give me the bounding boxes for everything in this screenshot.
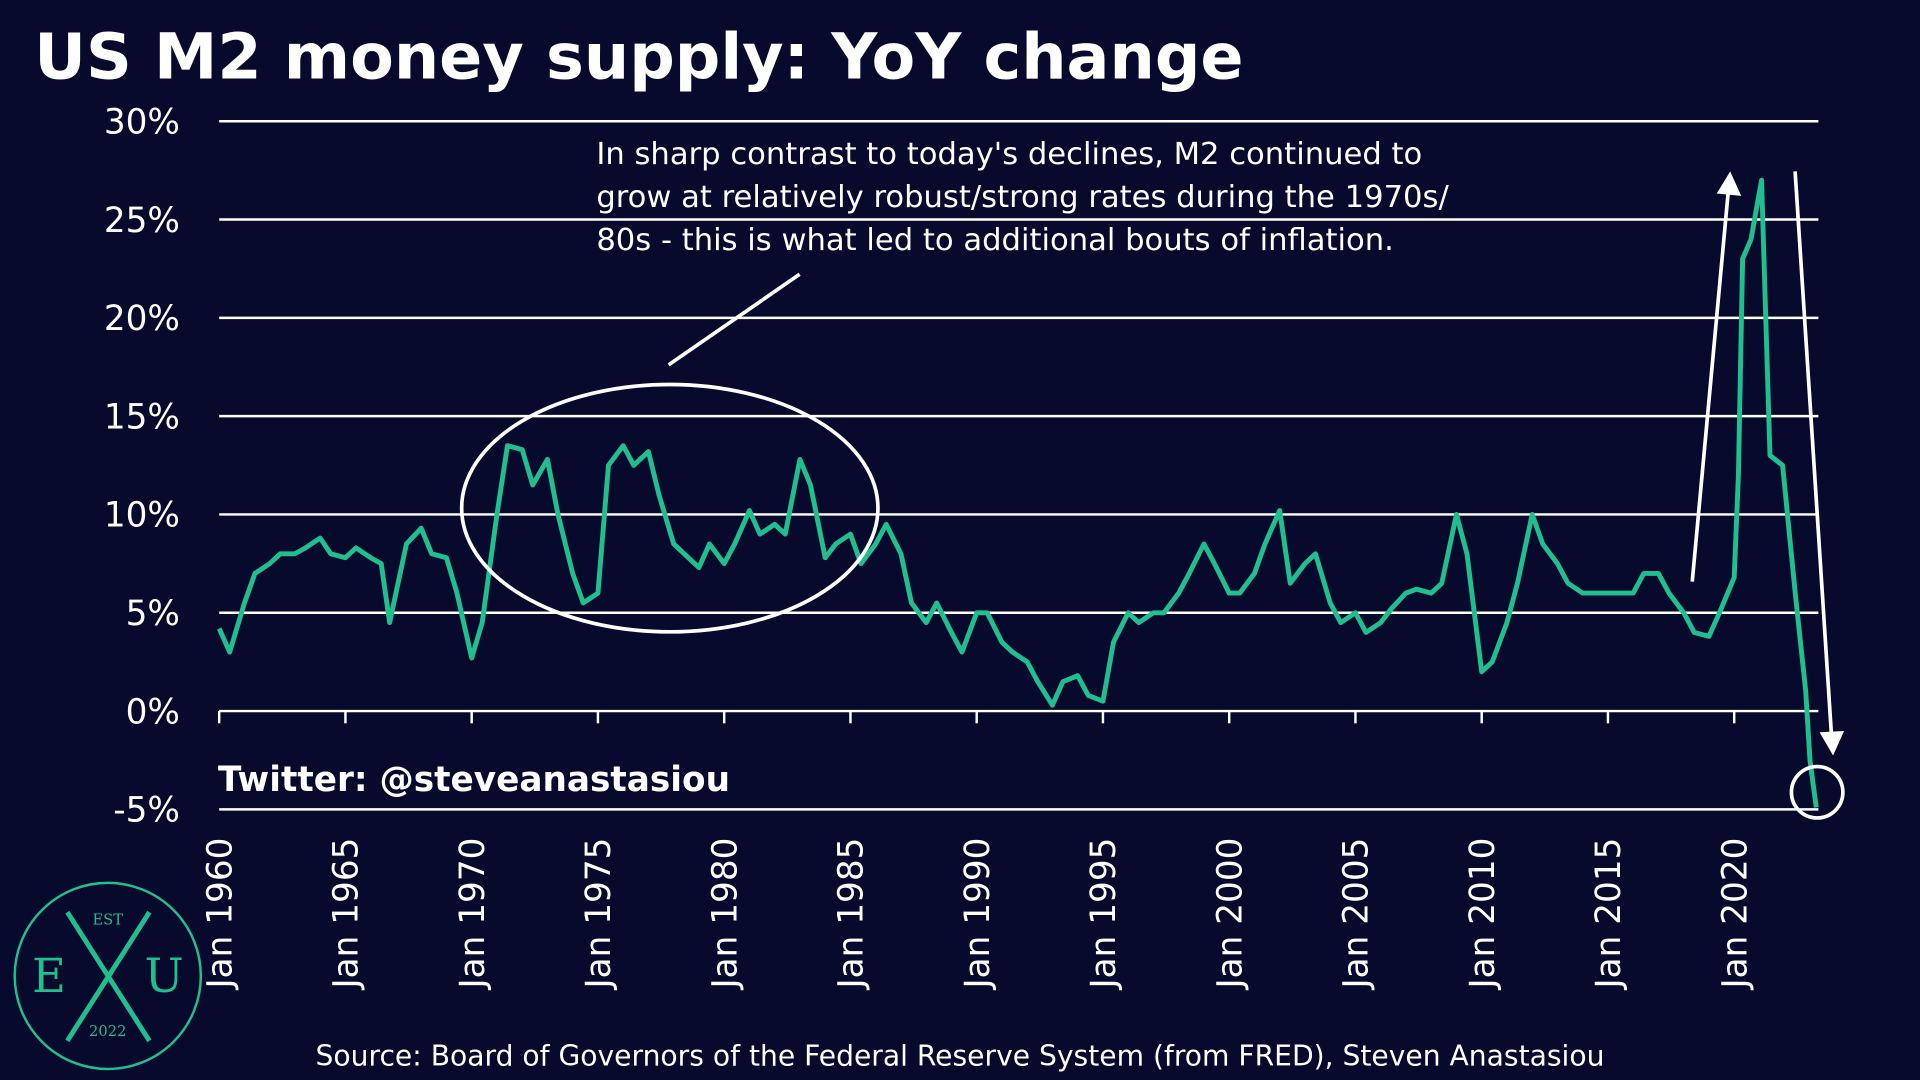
logo-sword bbox=[65, 910, 152, 1043]
down-arrow bbox=[1793, 171, 1834, 741]
y-tick-label: 25% bbox=[104, 201, 180, 241]
annotation-line: grow at relatively robust/strong rates d… bbox=[596, 180, 1449, 215]
x-tick-label: Jan 1960 bbox=[200, 838, 240, 991]
annotation: In sharp contrast to today's declines, M… bbox=[459, 137, 1845, 820]
y-tick-label: 15% bbox=[104, 397, 180, 437]
y-tick-label: 10% bbox=[104, 496, 180, 536]
y-tick-label: 20% bbox=[104, 299, 180, 339]
x-tick-label: Jan 1970 bbox=[453, 838, 493, 991]
highlight-circle bbox=[1789, 764, 1845, 820]
data-line bbox=[216, 177, 1819, 808]
chart-title: US M2 money supply: YoY change bbox=[34, 20, 1243, 94]
x-tick-label: Jan 2000 bbox=[1210, 838, 1250, 991]
x-tick-label: Jan 1990 bbox=[958, 838, 998, 991]
x-tick-label: Jan 2020 bbox=[1715, 838, 1755, 991]
y-tick-label: 5% bbox=[126, 594, 180, 634]
x-tick-label: Jan 1985 bbox=[832, 838, 872, 991]
y-tick-label: -5% bbox=[113, 791, 180, 831]
logo-text: 2022 bbox=[89, 1023, 126, 1040]
annotation-pointer bbox=[667, 272, 801, 367]
x-tick-label: Jan 2015 bbox=[1589, 838, 1629, 991]
up-arrow bbox=[1690, 183, 1731, 582]
logo: EST E U 2022 bbox=[13, 881, 203, 1071]
logo-text: U bbox=[144, 949, 183, 1003]
axes: 30% 25% 20% 15% 10% 5% 0% -5% Jan 1960 Jan 1965 Ja… bbox=[104, 102, 1819, 990]
x-tick-label: Jan 1965 bbox=[327, 838, 367, 991]
annotation-line: 80s - this is what led to additional bou… bbox=[596, 223, 1394, 258]
x-tick-label: Jan 1995 bbox=[1084, 838, 1124, 991]
up-arrow-head bbox=[1716, 171, 1742, 196]
x-tick-label: Jan 1975 bbox=[579, 838, 619, 991]
x-tick-label: Jan 1980 bbox=[705, 838, 745, 991]
y-tick-label: 30% bbox=[104, 102, 180, 142]
annotation-line: In sharp contrast to today's declines, M… bbox=[596, 137, 1422, 172]
y-tick-label: 0% bbox=[126, 692, 180, 732]
logo-text: E bbox=[32, 949, 66, 1003]
source: Source: Board of Governors of the Federa… bbox=[316, 1039, 1605, 1072]
x-tick-label: Jan 2010 bbox=[1463, 838, 1503, 991]
logo-text: EST bbox=[92, 911, 123, 928]
x-tick-label: Jan 2005 bbox=[1337, 838, 1377, 991]
logo-ring bbox=[13, 881, 203, 1071]
watermark: Twitter: @steveanastasiou bbox=[218, 760, 730, 800]
down-arrow-head bbox=[1819, 731, 1845, 756]
highlight-ellipse bbox=[459, 382, 880, 634]
